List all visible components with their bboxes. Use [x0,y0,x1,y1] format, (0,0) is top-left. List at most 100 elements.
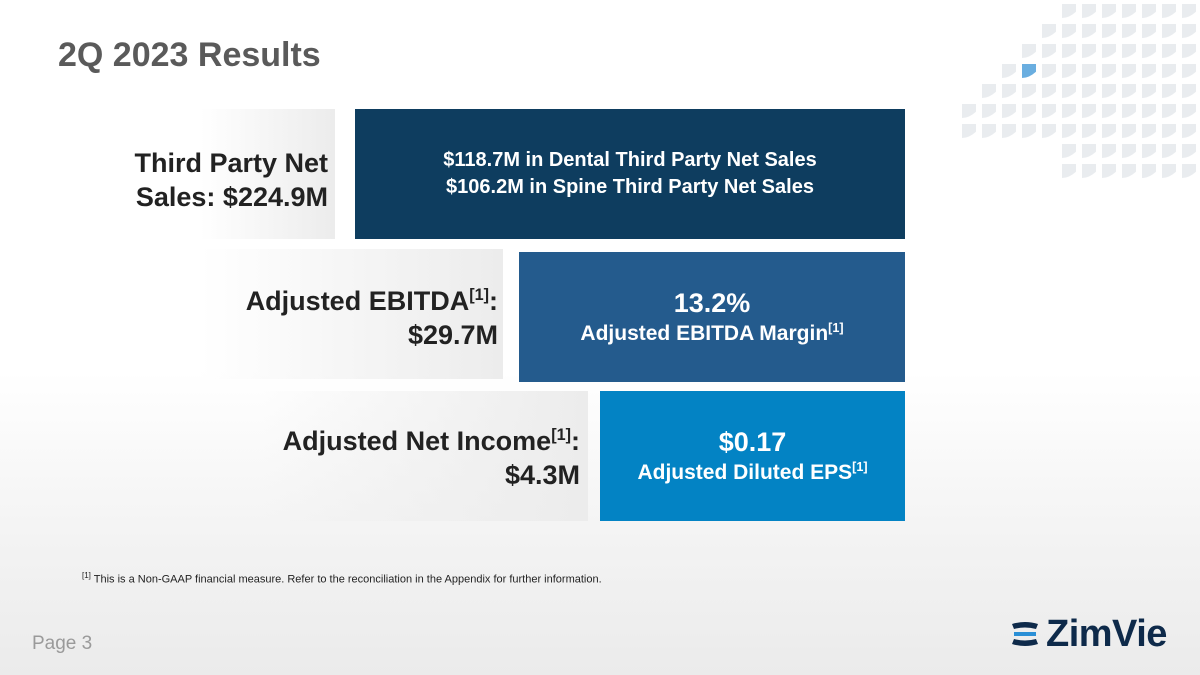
pattern-tile [1022,44,1036,58]
pattern-tile [1062,84,1076,98]
pattern-tile [1002,84,1016,98]
pattern-tile [1002,64,1016,78]
pattern-tile [1082,124,1096,138]
pattern-tile [1102,124,1116,138]
pattern-tile [1122,4,1136,18]
ebitda-margin-value: 13.2% [673,288,751,318]
pattern-tile [1062,104,1076,118]
pattern-tile [1142,124,1156,138]
pattern-tile [1082,24,1096,38]
pattern-tile [1022,84,1036,98]
pattern-tile [1162,4,1176,18]
pattern-tile [1102,24,1116,38]
pattern-tile [1082,104,1096,118]
net-sales-label-line2: Sales: $224.9M [135,182,328,212]
pattern-tile [1122,124,1136,138]
pattern-tile [1062,124,1076,138]
pattern-tile [1082,164,1096,178]
net-income-label-text: Adjusted Net Income [282,426,552,456]
ebitda-label: Adjusted EBITDA[1]: $29.7M [190,284,498,352]
eps-box: $0.17 Adjusted Diluted EPS[1] [600,391,905,521]
zimvie-logo: ZimVie [1010,612,1167,656]
pattern-tile [1042,104,1056,118]
eps-caption: Adjusted Diluted EPS [637,461,853,484]
pattern-tile [1082,84,1096,98]
pattern-tile [1122,144,1136,158]
pattern-tile [1022,64,1036,78]
pattern-tile [1102,4,1116,18]
pattern-tile [982,124,996,138]
pattern-tile [1102,64,1116,78]
pattern-tile [1122,64,1136,78]
pattern-tile [1162,24,1176,38]
label-backdrop-net-sales [200,109,335,239]
pattern-tile [1142,144,1156,158]
label-backdrop-net-income [262,391,588,521]
pattern-tile [1102,144,1116,158]
pattern-tile [1182,44,1196,58]
footnote-text: This is a Non-GAAP financial measure. Re… [90,573,602,586]
pattern-tile [1182,104,1196,118]
pattern-tile [1042,124,1056,138]
slide-title: 2Q 2023 Results [58,36,321,74]
footnote-marker: [1] [82,571,91,580]
pattern-tile [1062,144,1076,158]
ebitda-footnote-ref: [1] [469,286,489,304]
pattern-tile [1062,24,1076,38]
footnote: [1] This is a Non-GAAP financial measure… [82,571,602,586]
pattern-tile [1102,164,1116,178]
pattern-tile [1002,124,1016,138]
pattern-tile [1082,64,1096,78]
pattern-tile [1042,44,1056,58]
pattern-tile [1122,44,1136,58]
pattern-tile [1162,104,1176,118]
pattern-tile [1042,24,1056,38]
pattern-tile [1142,4,1156,18]
pattern-tile [962,124,976,138]
pattern-tile [1182,4,1196,18]
label-backdrop-ebitda [200,249,503,379]
pattern-tile [1122,104,1136,118]
pattern-tile [1142,24,1156,38]
net-sales-label: Third Party Net Sales: $224.9M [90,146,328,214]
pattern-tile [1022,124,1036,138]
eps-footnote-ref: [1] [852,460,868,474]
pattern-tile [1062,164,1076,178]
pattern-tile [982,104,996,118]
pattern-tile [1162,124,1176,138]
pattern-tile [1142,164,1156,178]
zimvie-logo-mark-icon [1012,622,1038,646]
pattern-tile [1162,144,1176,158]
pattern-tile [1102,44,1116,58]
pattern-tile [1142,104,1156,118]
ebitda-label-text: Adjusted EBITDA [245,286,470,316]
pattern-tile [1182,84,1196,98]
pattern-tile [1162,84,1176,98]
pattern-tile [982,84,996,98]
pattern-tile [1122,164,1136,178]
net-sales-breakdown-box: $118.7M in Dental Third Party Net Sales … [355,109,905,239]
pattern-tile [1182,24,1196,38]
pattern-tile [1102,104,1116,118]
pattern-tile [1182,164,1196,178]
pattern-tile [1022,104,1036,118]
pattern-tile [1182,144,1196,158]
net-income-footnote-ref: [1] [551,426,571,444]
pattern-tile [1122,24,1136,38]
pattern-tile [1042,84,1056,98]
pattern-tile [1162,164,1176,178]
pattern-tile [1142,44,1156,58]
pattern-tile [1062,4,1076,18]
decorative-pattern [962,4,1196,178]
ebitda-value: $29.7M [407,320,498,350]
net-income-label: Adjusted Net Income[1]: $4.3M [250,424,580,492]
eps-value: $0.17 [718,427,787,457]
pattern-tile [1042,64,1056,78]
page-number: Page 3 [32,633,93,654]
ebitda-margin-footnote-ref: [1] [828,321,844,335]
ebitda-margin-caption: Adjusted EBITDA Margin [580,322,829,345]
pattern-tile [1002,104,1016,118]
net-income-label-colon: : [571,426,580,456]
pattern-tile [1082,44,1096,58]
ebitda-margin-box: 13.2% Adjusted EBITDA Margin[1] [519,252,905,382]
